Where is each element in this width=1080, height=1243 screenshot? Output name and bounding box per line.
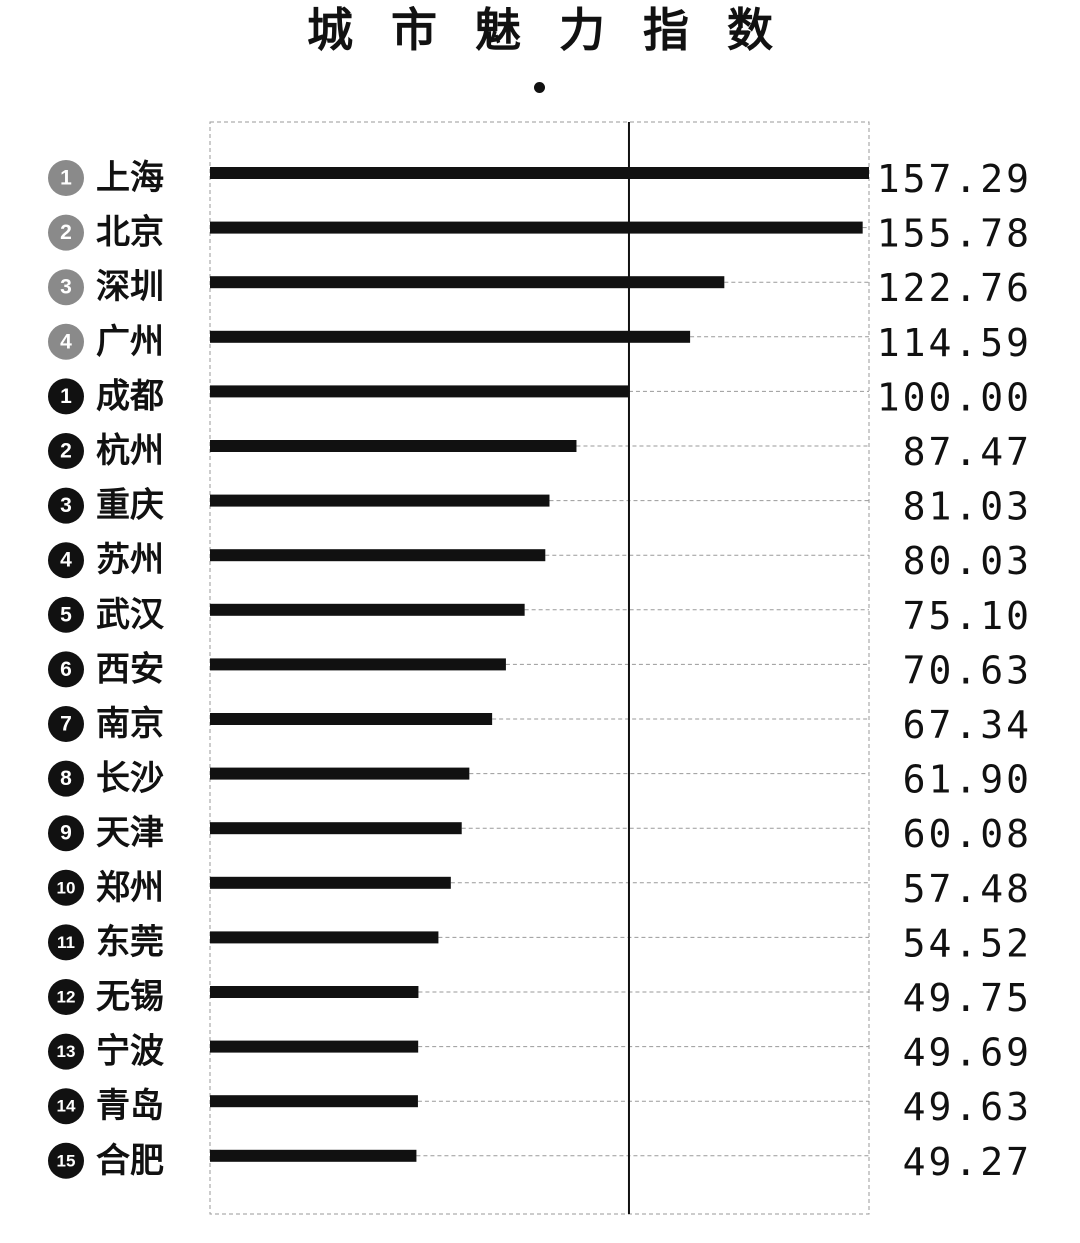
city-label: 重庆 [96,486,164,526]
bar-1 [210,167,869,179]
city-label: 北京 [96,213,164,253]
value-label: 61.90 [903,758,1032,802]
rank-badge [48,815,84,852]
rank-number: 8 [60,767,72,790]
bar-10 [210,658,506,671]
value-label: 157.29 [877,157,1032,201]
city-label: 广州 [96,322,164,362]
city-label: 杭州 [96,431,164,471]
rank-badge [48,542,84,579]
city-label: 长沙 [96,759,164,799]
rank-number: 15 [57,1151,76,1170]
rank-badge [48,269,84,306]
rank-badge [48,706,84,742]
bar-16 [210,986,419,998]
bar-12 [210,767,470,780]
rank-badge [48,760,84,797]
city-label: 郑州 [96,868,164,908]
rank-badge [48,160,84,196]
bar-3 [210,276,725,289]
value-label: 70.63 [903,648,1032,692]
bar-8 [210,549,546,562]
value-label: 114.59 [877,321,1032,365]
value-label: 122.76 [877,266,1032,310]
value-label: 100.00 [877,375,1032,419]
chart-title: 城市魅力指数 [307,3,811,57]
city-label: 青岛 [96,1086,164,1126]
rank-number: 5 [60,603,72,626]
bar-2 [210,221,863,234]
rank-badge [48,869,84,906]
value-label: 49.75 [903,976,1032,1020]
rank-number: 4 [60,330,72,353]
rank-badge [48,924,84,961]
rank-number: 13 [57,1042,76,1061]
value-label: 54.52 [903,921,1032,965]
rank-badge [48,214,84,251]
value-label: 87.47 [903,430,1032,474]
city-label: 合肥 [96,1141,164,1181]
city-label: 天津 [96,813,164,853]
rank-number: 10 [57,878,76,897]
rank-badge [48,1088,84,1125]
rank-number: 3 [60,494,72,517]
rank-badge [48,487,84,524]
rank-number: 7 [60,713,72,736]
city-label: 东莞 [96,922,164,962]
title-dot [534,82,545,93]
city-label: 西安 [96,649,164,689]
city-label: 宁波 [96,1032,164,1072]
value-label: 49.63 [903,1085,1032,1129]
rank-number: 3 [60,276,72,299]
city-label: 上海 [96,158,164,198]
bar-4 [210,330,691,343]
rank-number: 12 [57,988,76,1007]
rank-number: 14 [57,1097,76,1116]
bar-18 [210,1095,418,1108]
value-label: 49.69 [903,1031,1032,1075]
city-label: 南京 [96,704,164,744]
rank-number: 11 [57,933,75,952]
bar-15 [210,931,439,944]
bar-9 [210,603,525,616]
value-label: 57.48 [903,867,1032,911]
bar-19 [210,1149,417,1162]
rank-number: 1 [60,167,72,190]
value-label: 80.03 [903,539,1032,583]
rank-badge [48,596,84,633]
value-label: 75.10 [903,594,1032,638]
city-label: 无锡 [96,977,164,1017]
value-label: 49.27 [903,1140,1032,1184]
rank-number: 1 [60,385,72,408]
rank-badge [48,651,84,688]
bar-5 [210,385,629,398]
city-label: 苏州 [96,540,164,580]
city-label: 深圳 [96,267,164,307]
rank-badge [48,1142,84,1179]
bar-14 [210,876,451,889]
rank-badge [48,433,84,469]
rank-number: 9 [60,822,72,845]
rank-number: 4 [60,549,72,572]
value-label: 81.03 [903,485,1032,529]
bar-6 [210,440,577,452]
bar-7 [210,494,550,507]
rank-badge [48,378,84,415]
rank-number: 2 [60,440,72,463]
bar-17 [210,1040,419,1053]
chart-rows: 1 上海 157.29 2 北京 155.78 3 深圳 122.76 4 广州 114.59 1 成都 1… [48,157,1032,1184]
value-label: 67.34 [903,703,1032,747]
rank-number: 2 [60,221,72,244]
bar-13 [210,822,462,835]
bar-11 [210,713,493,725]
value-label: 155.78 [877,212,1032,256]
rank-number: 6 [60,658,72,681]
value-label: 60.08 [903,812,1032,856]
city-label: 武汉 [96,595,165,635]
rank-badge [48,1033,84,1070]
rank-badge [48,979,84,1015]
rank-badge [48,323,84,360]
city-label: 成都 [96,376,164,416]
